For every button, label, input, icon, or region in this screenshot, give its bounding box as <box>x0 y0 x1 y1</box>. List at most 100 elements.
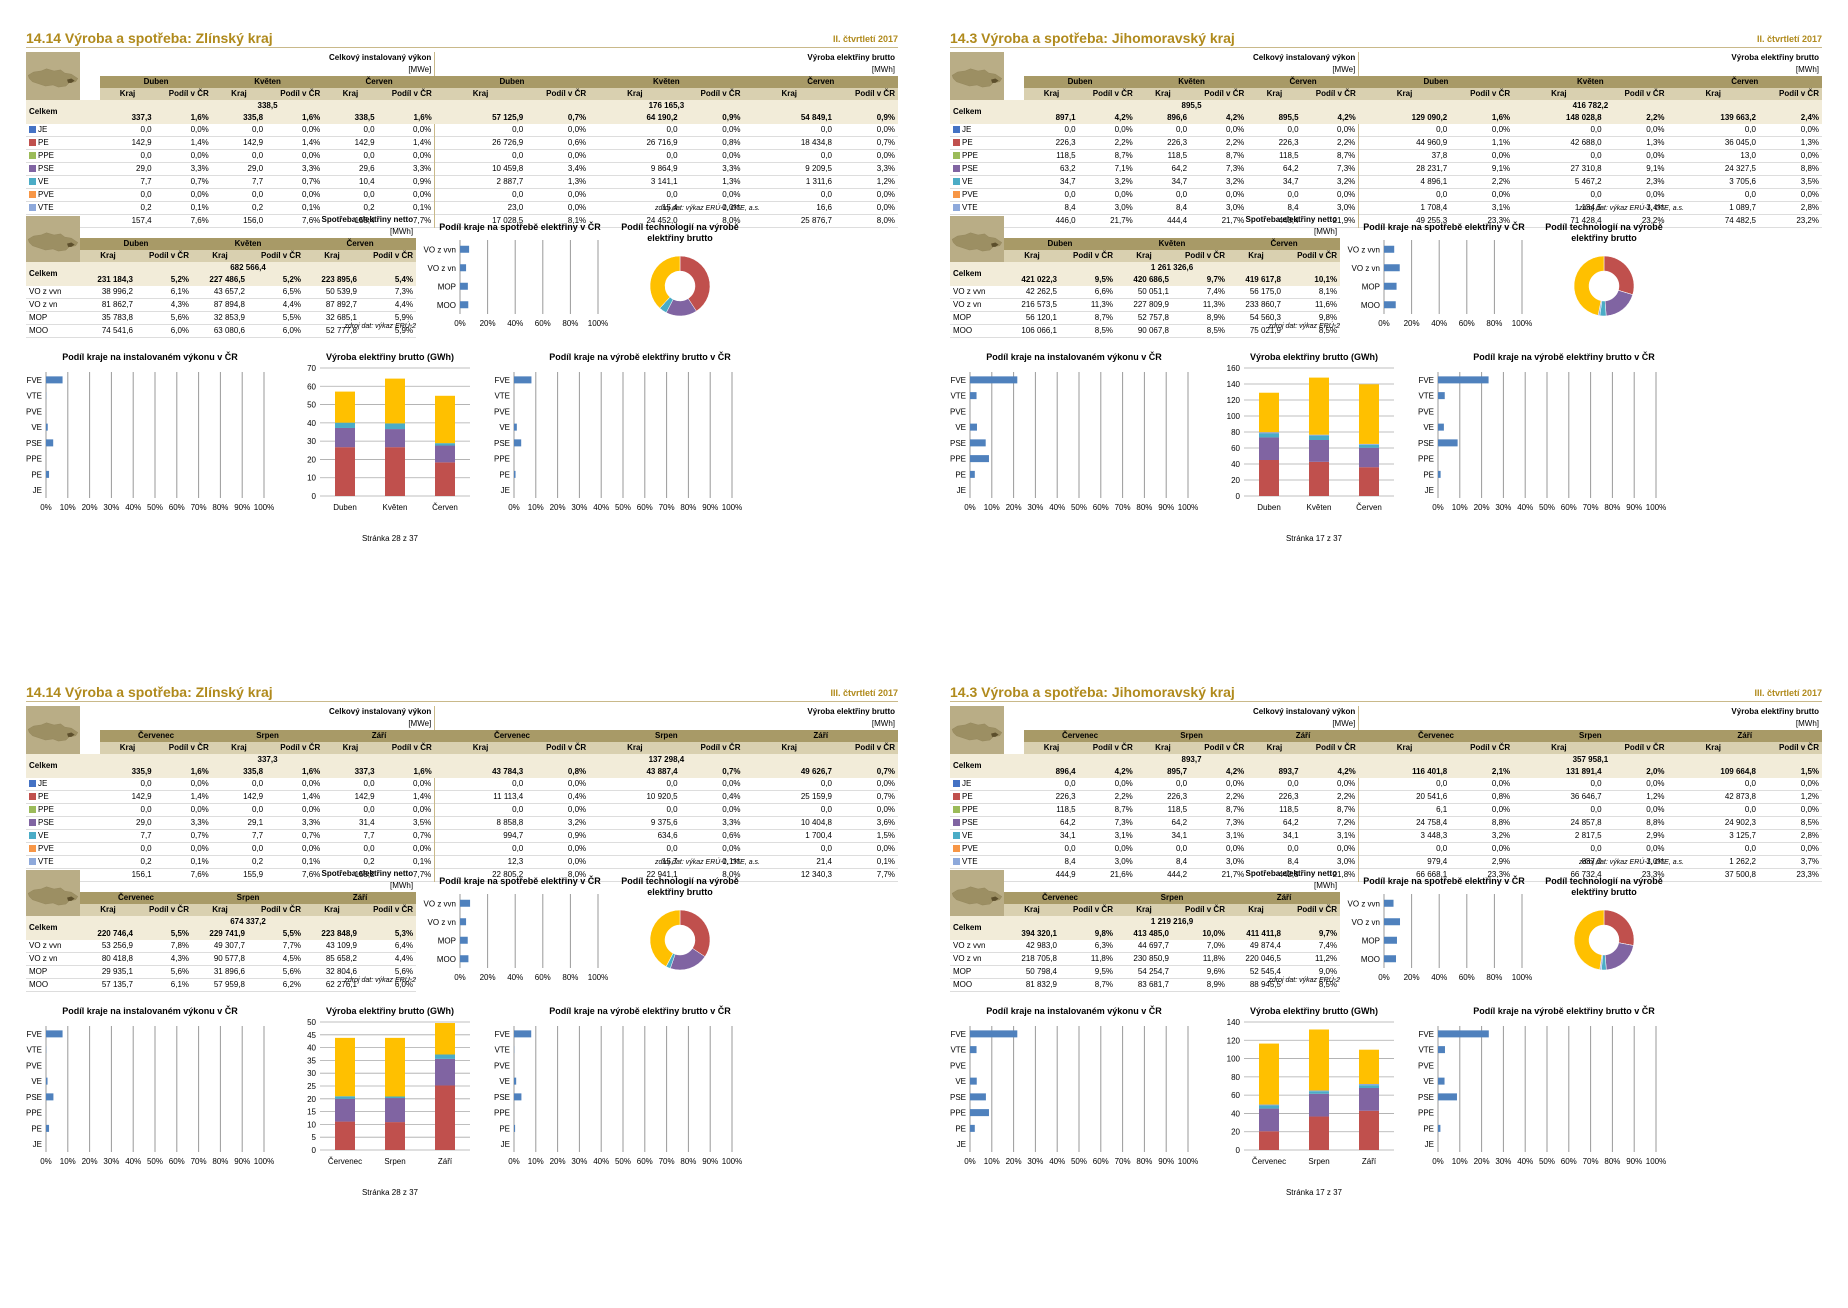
cell-value: 6,1% <box>170 980 189 989</box>
czech-map-icon <box>951 232 1003 252</box>
legend-swatch <box>29 165 36 172</box>
cell-value: 7,3% <box>394 287 414 296</box>
total-value: 227 486,5 <box>192 274 248 286</box>
bar <box>46 1030 63 1038</box>
cell-value: 90 067,8 <box>1137 326 1169 335</box>
cell-value: 0,0 <box>251 844 264 853</box>
donut-slice-pe <box>679 255 711 312</box>
y-tick-label: 120 <box>1227 1036 1241 1045</box>
consumer-category-label: VO z vn <box>29 954 58 963</box>
cell-value: 3 125,7 <box>1729 831 1756 840</box>
y-tick-label: 25 <box>307 1082 316 1091</box>
cell-value: 0,0% <box>722 779 741 788</box>
cell-value: 2 817,5 <box>1574 831 1602 840</box>
cell-value: 0,0% <box>190 805 209 814</box>
cell-value: 42 262,5 <box>1025 287 1057 296</box>
cell-value: 7,1% <box>1114 164 1133 173</box>
cell-value: 0,7% <box>876 138 895 147</box>
bar <box>514 376 532 384</box>
consumption-unit: [MWh] <box>1313 227 1338 236</box>
technology-label: PVE <box>962 190 979 199</box>
category-label: PSE <box>1418 439 1434 448</box>
production-total: 357 958,1 <box>1358 754 1822 766</box>
cell-value: 7,6% <box>190 870 209 879</box>
cell-value: 80 418,8 <box>101 954 133 963</box>
cell-value: 43 109,9 <box>325 941 357 950</box>
production-stack-chart-title: Výroba elektřiny brutto (GWh) <box>1249 1006 1378 1016</box>
cell-value: 0,1% <box>722 857 741 866</box>
cell-value: 0,0% <box>302 805 321 814</box>
cell-value: 66 732,4 <box>1570 870 1602 879</box>
category-label: VE <box>955 423 966 432</box>
total-value: 223 895,6 <box>304 274 360 286</box>
x-tick-label: 80% <box>562 973 578 982</box>
x-tick-label: 90% <box>234 1157 250 1166</box>
cell-value: 0,7% <box>302 831 321 840</box>
cell-value: 1,5% <box>876 831 895 840</box>
legend-swatch <box>953 204 960 211</box>
cell-value: 0,0 <box>251 125 264 134</box>
cell-value: 0,0% <box>876 151 895 160</box>
consumption-share-chart: 0% 20% 40% 60% 80% 100% VO z vvn VO z vn MOP MOO <box>1348 240 1532 328</box>
cell-value: 0,0% <box>1646 844 1665 853</box>
stacked-bar-segment-pe <box>1359 467 1379 496</box>
x-tick-label: 80% <box>1604 503 1620 512</box>
x-tick-label: 10% <box>984 1157 1000 1166</box>
total-value: 421 022,3 <box>1004 274 1060 286</box>
installed-share-chart-title: Podíl kraje na instalovaném výkonu v ČR <box>986 352 1162 362</box>
cell-value: 142,9 <box>354 792 375 801</box>
column-header-share: Podíl v ČR <box>1301 742 1359 754</box>
cell-value: 15,4 <box>662 203 678 212</box>
bar <box>460 245 470 253</box>
total-value: 1,6% <box>377 766 435 778</box>
cell-value: 0,0% <box>1646 125 1665 134</box>
x-tick-label: 60% <box>169 503 185 512</box>
cell-value: 3,7% <box>1800 857 1819 866</box>
x-tick-label: 90% <box>702 503 718 512</box>
cell-value: 0,7% <box>377 829 436 843</box>
cell-value: 36 045,0 <box>1724 138 1756 147</box>
cell-value: 0,0 <box>820 844 832 853</box>
installed-capacity-unit: [MWe] <box>100 718 436 730</box>
column-header-region: Kraj <box>211 742 267 754</box>
x-tick-label: 80% <box>212 503 228 512</box>
cell-value: 7,8% <box>170 941 189 950</box>
column-header-share: Podíl v ČR <box>1060 904 1116 916</box>
x-tick-label: 60% <box>1093 503 1109 512</box>
cell-value: 0,0% <box>722 844 741 853</box>
table-row: VTE 8,4 3,0% 8,4 3,0% 8,4 3,0% 979,4 2,9% 837,0 3,… <box>950 855 1822 869</box>
total-value: 4,2% <box>1078 766 1136 778</box>
category-label: VTE <box>494 1046 510 1055</box>
technology-label: VTE <box>962 857 978 866</box>
column-header-region: Kraj <box>1135 742 1191 754</box>
month-header: Červen <box>1667 76 1822 88</box>
x-tick-label: 40% <box>507 319 523 328</box>
category-label: VTE <box>950 392 966 401</box>
production-total: 137 298,4 <box>434 754 898 766</box>
bar <box>514 1124 516 1132</box>
table-row: PE 226,3 2,2% 226,3 2,2% 226,3 2,2% 44 960,9 1,1… <box>950 136 1822 150</box>
source-note: zdroj dat: výkaz ERÚ-1, OTE, a.s. <box>654 859 760 866</box>
x-tick-label: 80% <box>562 319 578 328</box>
category-label: VE <box>1423 423 1434 432</box>
bar <box>1384 282 1397 290</box>
cell-value: 8,7% <box>1114 151 1133 160</box>
bar <box>1384 955 1397 963</box>
cell-value: 118,5 <box>1056 151 1076 160</box>
x-tick-label: 20% <box>82 503 98 512</box>
stacked-bar-segment-ve <box>435 443 455 446</box>
cell-value: 44 697,7 <box>1137 941 1169 950</box>
column-header-share: Podíl v ČR <box>1172 904 1228 916</box>
x-tick-label: 20% <box>480 973 496 982</box>
cell-value: 0,0% <box>722 190 741 199</box>
installed-share-chart: 0% 10% 20% 30% 40% 50% 60% 70% 80% 90% 100% FVE VTE P… <box>26 372 274 512</box>
stacked-bar-segment-pse <box>1259 1108 1279 1132</box>
donut-slice-pse <box>1604 942 1634 971</box>
table-row: JE 0,0 0,0% 0,0 0,0% 0,0 0,0% 0,0 0,0% 0,0 0,0% 0,0… <box>950 778 1822 791</box>
cell-value: 56 175,0 <box>1249 287 1281 296</box>
cell-value: 64,2 <box>1283 818 1299 827</box>
cell-value: 837,0 <box>1581 857 1602 866</box>
category-label: VE <box>31 1077 42 1086</box>
consumer-category-label: MOP <box>953 967 972 976</box>
column-header-region: Kraj <box>80 250 136 262</box>
